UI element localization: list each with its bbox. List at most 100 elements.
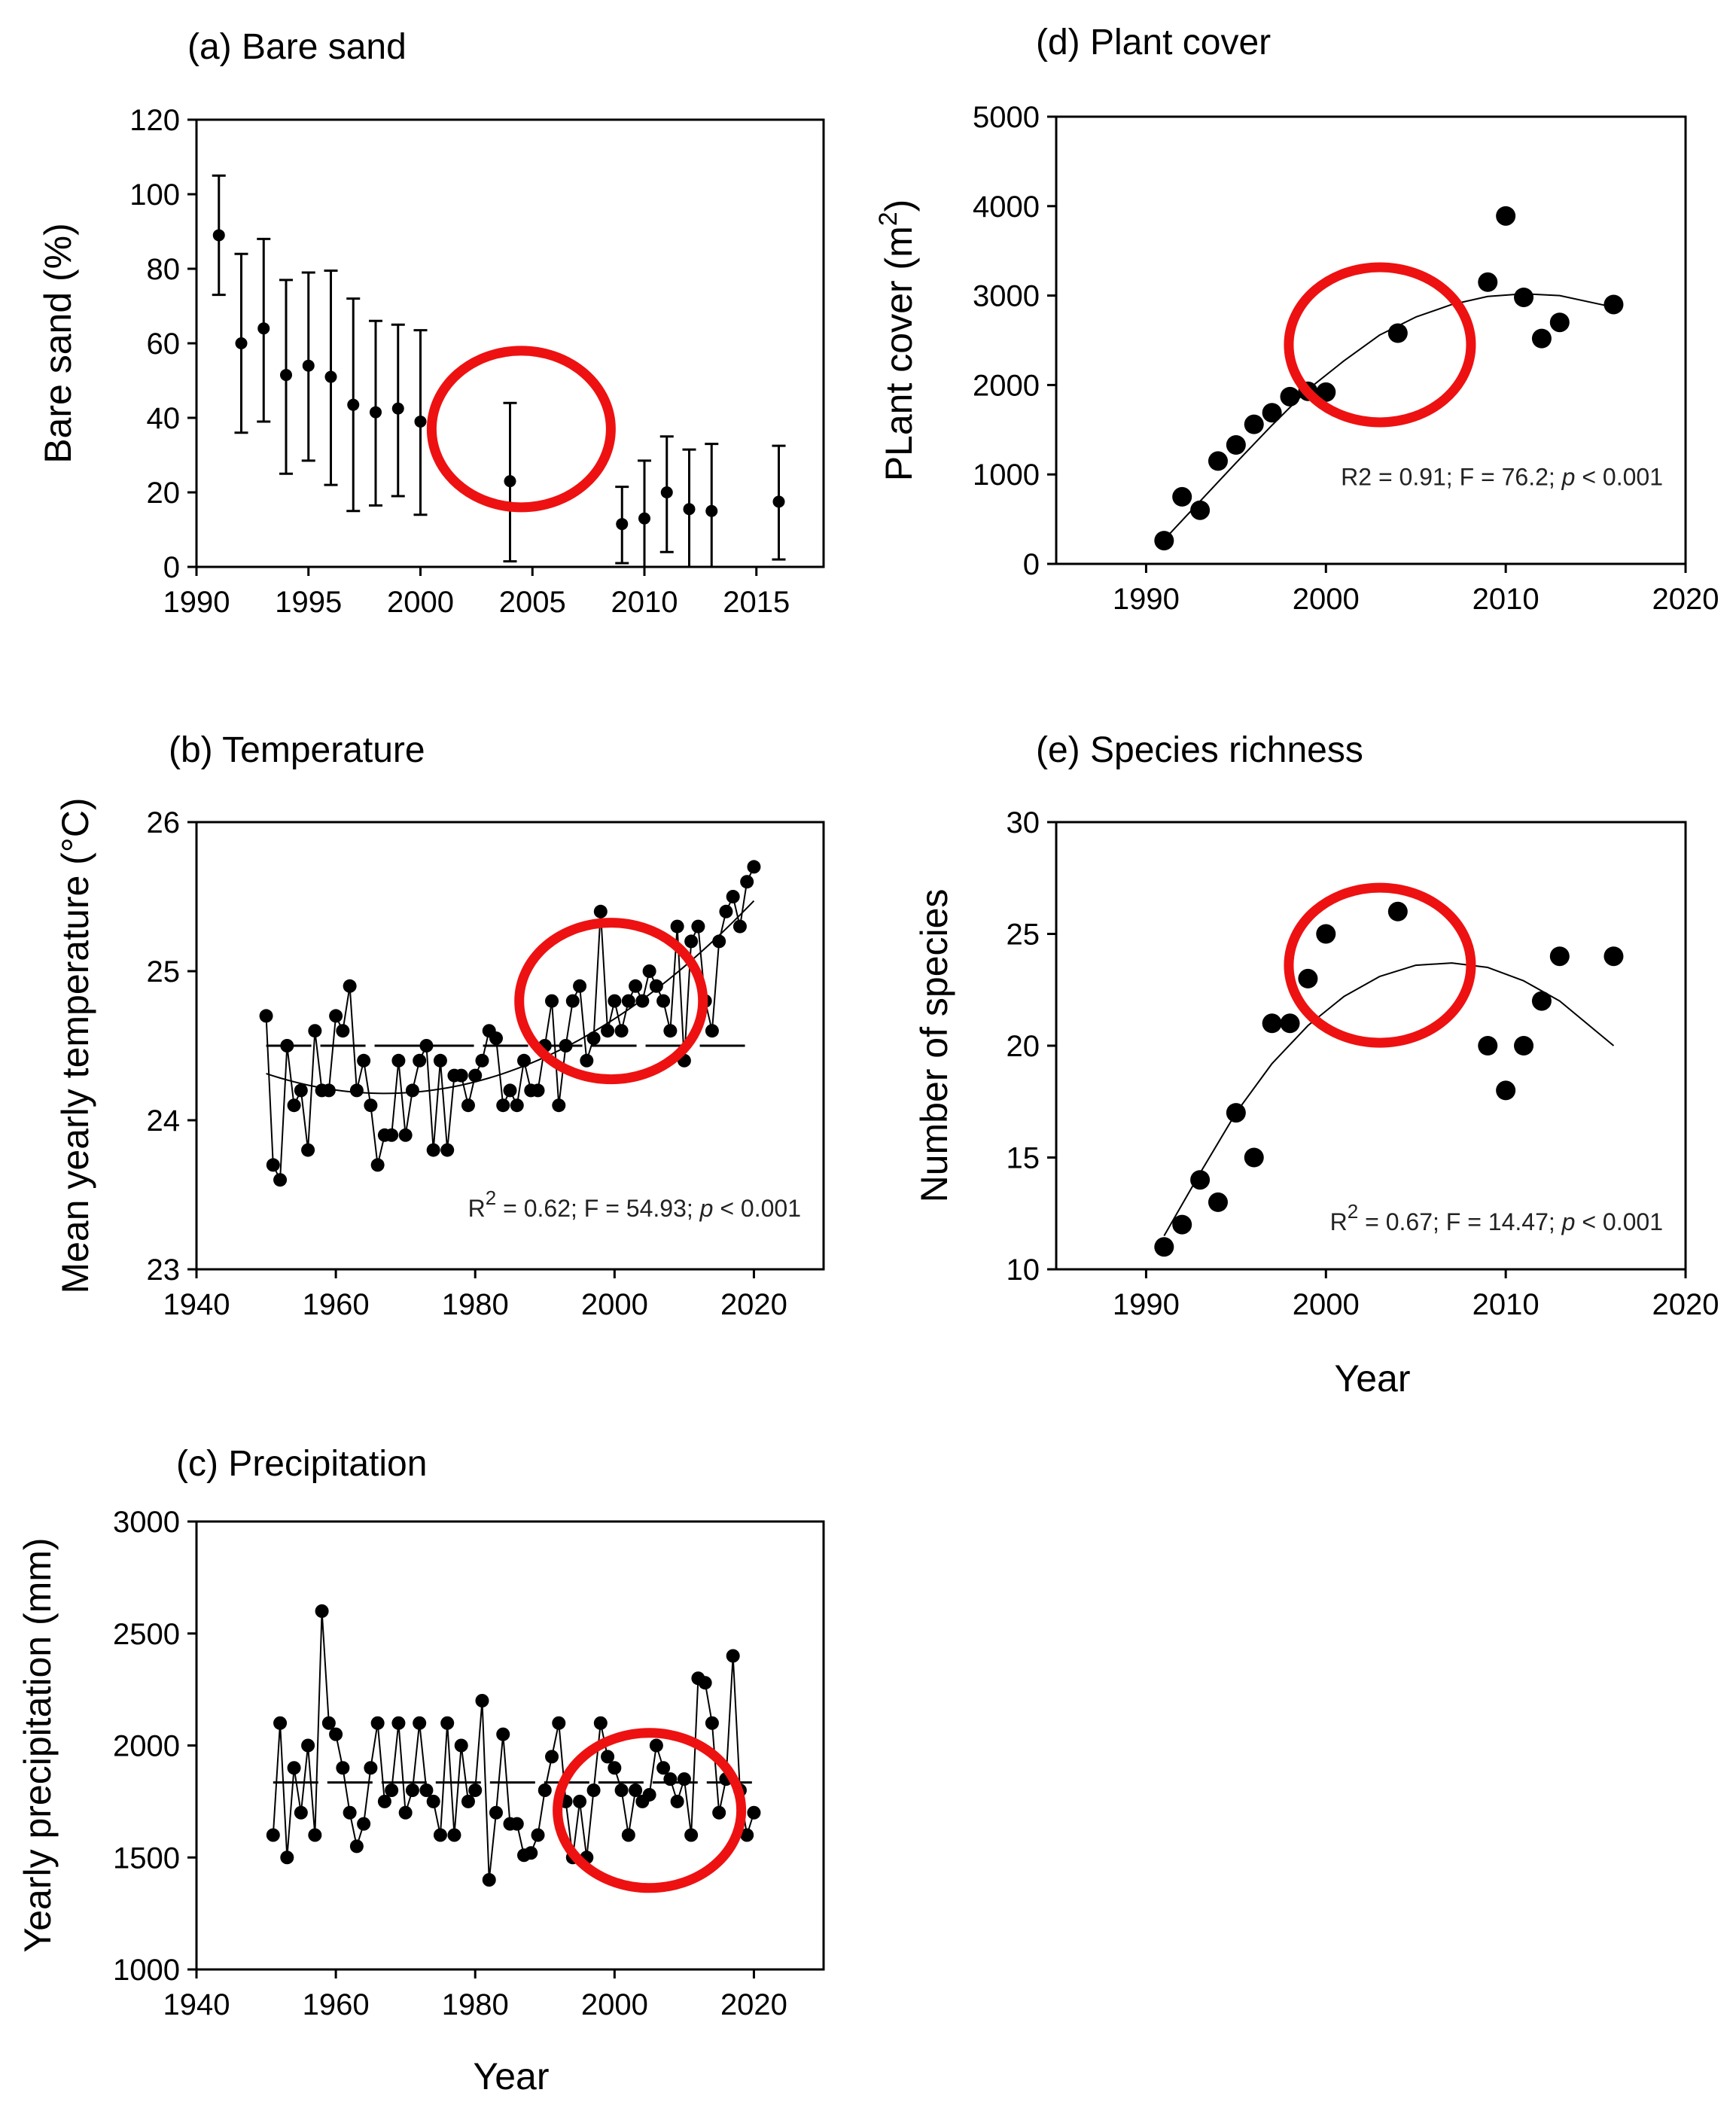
- data-point: [1154, 531, 1174, 551]
- y-tick-label: 4000: [973, 190, 1040, 224]
- x-tick-label: 1960: [303, 1988, 370, 2021]
- data-point: [287, 1761, 301, 1775]
- data-point: [273, 1173, 288, 1187]
- x-tick-label: 2015: [723, 586, 790, 619]
- plot-frame: [195, 821, 825, 1271]
- data-point: [315, 1604, 329, 1618]
- data-point: [510, 1817, 524, 1831]
- data-point: [663, 1772, 678, 1787]
- data-point: [349, 1839, 364, 1854]
- data-point: [726, 890, 740, 903]
- data-point: [302, 359, 315, 372]
- data-point: [629, 1783, 643, 1797]
- y-tick-label: 3000: [113, 1506, 180, 1539]
- data-point: [1190, 1170, 1211, 1190]
- data-point: [1244, 414, 1264, 434]
- y-axis-label: PLant cover (m2): [874, 200, 920, 482]
- data-point: [1478, 1036, 1498, 1055]
- data-point: [1531, 991, 1552, 1011]
- data-point: [593, 1716, 608, 1730]
- data-point: [405, 1083, 419, 1098]
- data-point: [1549, 312, 1570, 333]
- data-point: [691, 919, 705, 934]
- data-point: [301, 1143, 315, 1157]
- data-point: [259, 1009, 273, 1023]
- data-point: [616, 518, 629, 531]
- x-tick-label: 2000: [581, 1288, 648, 1321]
- panel-d: (d) Plant cover 1990 2000 2010 2020 0 1000 2000…: [874, 23, 1719, 616]
- highlight-circle: [553, 1728, 747, 1893]
- y-tick-label: 25: [1007, 918, 1040, 952]
- data-point: [510, 1098, 524, 1113]
- data-point: [440, 1716, 455, 1730]
- stats-annotation: R2 = 0.67; F = 14.47; p < 0.001: [1330, 1200, 1663, 1235]
- data-point: [740, 875, 754, 889]
- annot-sup: 2: [486, 1186, 496, 1209]
- x-tick-label: 2010: [1473, 1288, 1540, 1321]
- data-point: [621, 994, 635, 1008]
- data-point: [370, 1716, 385, 1730]
- data-point: [663, 1024, 678, 1038]
- data-point: [324, 370, 337, 383]
- data-point: [552, 1716, 566, 1730]
- y-axis-label-main: PLant cover (m: [878, 226, 920, 481]
- series-line: [265, 866, 755, 1180]
- x-tick-label: 1960: [303, 1288, 370, 1321]
- trend-curve: [266, 900, 755, 1095]
- data-point: [1298, 968, 1318, 988]
- data-point: [1514, 1036, 1534, 1055]
- data-point: [496, 1098, 510, 1113]
- y-tick-label: 10: [1007, 1253, 1040, 1287]
- data-point: [294, 1805, 308, 1820]
- data-point: [398, 1128, 413, 1142]
- y-tick-label: 26: [147, 806, 181, 839]
- annot-tail: < 0.001: [713, 1195, 801, 1222]
- data-point: [1280, 386, 1300, 407]
- annot-p: p: [1561, 1208, 1576, 1235]
- data-point: [364, 1098, 378, 1113]
- data-point: [468, 1068, 483, 1083]
- data-point: [1604, 946, 1624, 967]
- data-point: [538, 1783, 552, 1797]
- y-tick-label: 80: [147, 253, 181, 286]
- data-point: [712, 934, 726, 949]
- data-point: [747, 1805, 761, 1820]
- data-point: [357, 1817, 371, 1831]
- y-tick-label: 2000: [973, 369, 1040, 402]
- data-point: [489, 1805, 503, 1820]
- data-point: [454, 1068, 468, 1083]
- data-point: [308, 1024, 322, 1038]
- data-point: [266, 1828, 280, 1842]
- data-point: [524, 1846, 538, 1860]
- annot-mid: R2 = 0.91; F = 76.2;: [1341, 463, 1562, 490]
- data-point: [601, 1750, 615, 1764]
- data-point: [336, 1024, 350, 1038]
- annot-mid: = 0.62; F = 54.93;: [496, 1195, 699, 1222]
- data-point: [504, 475, 516, 488]
- x-tick-label: 1990: [163, 586, 230, 619]
- data-point: [1514, 287, 1534, 307]
- panel-a: (a) Bare sand 1990 1995 2000 2005 2010 2015 0 20…: [37, 27, 825, 619]
- data-point: [1208, 1192, 1228, 1212]
- panel-title: (a) Bare sand: [187, 27, 407, 67]
- data-point: [496, 1727, 510, 1741]
- data-point: [684, 1828, 699, 1842]
- data-point: [1604, 294, 1624, 315]
- data-point: [593, 904, 608, 918]
- data-point: [1172, 486, 1192, 507]
- y-axis-label: Mean yearly temperature (°C): [54, 797, 96, 1293]
- x-tick-label: 1995: [275, 586, 342, 619]
- data-point: [719, 904, 733, 918]
- data-point: [321, 1083, 336, 1098]
- data-point: [1190, 500, 1211, 520]
- highlight-circle: [1284, 882, 1476, 1048]
- x-tick-label: 2020: [720, 1288, 787, 1321]
- data-point: [413, 1716, 427, 1730]
- data-point: [670, 919, 684, 934]
- data-point: [475, 1053, 489, 1068]
- data-point: [1154, 1237, 1174, 1257]
- panel-e: (e) Species richness 1990 2000 2010 2020 10 15…: [913, 730, 1719, 1400]
- highlight-circle: [426, 346, 616, 513]
- x-axis-label: Year: [1334, 1357, 1410, 1400]
